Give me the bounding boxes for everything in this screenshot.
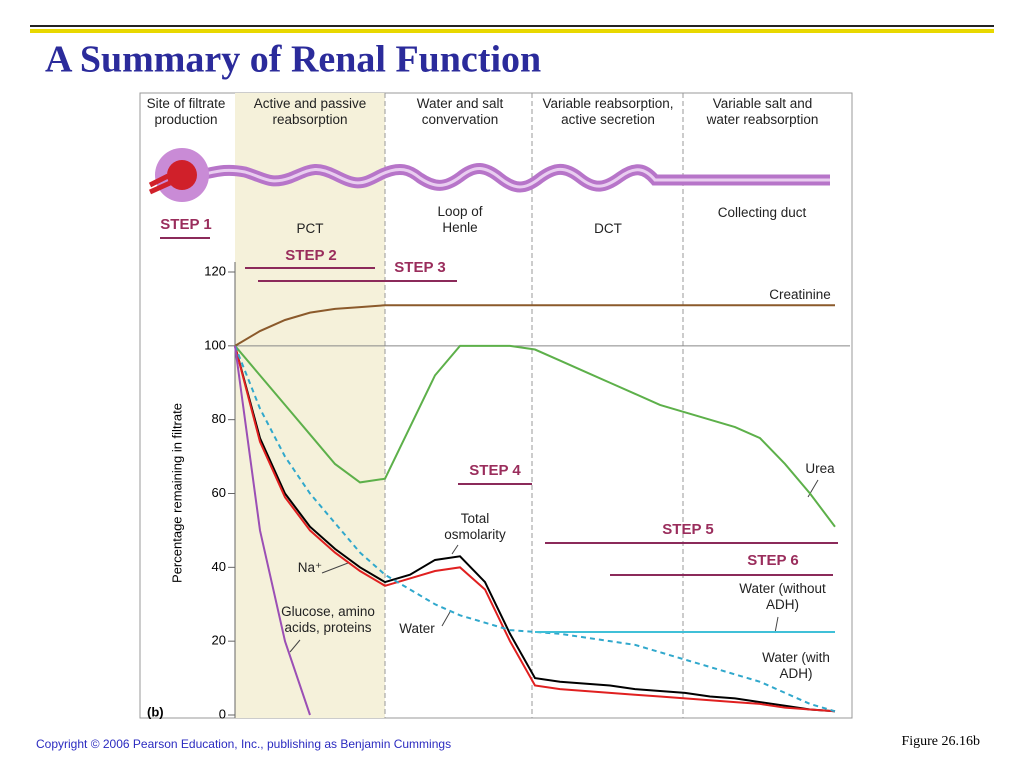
step-label: STEP 6 bbox=[747, 552, 798, 569]
series-label: Na⁺ bbox=[297, 560, 323, 575]
annotation: Water (with ADH) bbox=[762, 650, 830, 681]
step-label: STEP 5 bbox=[662, 521, 713, 538]
series-line bbox=[234, 345, 836, 713]
structure-label: PCT bbox=[296, 221, 324, 236]
structure-label: Collecting duct bbox=[717, 205, 807, 220]
region-header: Site of filtrate production bbox=[146, 96, 226, 127]
glomerulus bbox=[167, 160, 197, 190]
series-label: Urea bbox=[805, 461, 835, 476]
region-header: Water and salt convervation bbox=[416, 96, 504, 127]
step-label: STEP 2 bbox=[285, 247, 336, 264]
structure-label: Loop of Henle bbox=[437, 204, 483, 235]
figure-label: Figure 26.16b bbox=[901, 734, 980, 749]
steps: STEP 1 STEP 2 STEP 3 STEP 4 STEP 5 STEP … bbox=[160, 216, 798, 569]
y-tick-label: 100 bbox=[204, 337, 226, 352]
series-line bbox=[234, 344, 836, 528]
title: A Summary of Renal Function bbox=[45, 39, 541, 81]
region-header: Variable salt and water reabsorption bbox=[706, 96, 819, 127]
panel-label: (b) bbox=[147, 704, 164, 719]
y-tick-label: 20 bbox=[212, 633, 226, 648]
copyright: Copyright © 2006 Pearson Education, Inc.… bbox=[36, 737, 451, 751]
series-label: Water bbox=[399, 621, 435, 636]
region-header: Variable reabsorption, active secretion bbox=[542, 96, 674, 127]
region-band bbox=[235, 93, 385, 718]
step-label: STEP 1 bbox=[160, 216, 211, 233]
region-dividers bbox=[384, 93, 684, 718]
series-label: Glucose, amino acids, proteins bbox=[281, 604, 375, 635]
series-label: Water (without ADH) bbox=[739, 581, 826, 612]
step-label: STEP 3 bbox=[394, 259, 445, 276]
y-tick-label: 60 bbox=[212, 485, 226, 500]
series-label: Creatinine bbox=[769, 287, 831, 302]
step-lines bbox=[160, 237, 838, 576]
step-label: STEP 4 bbox=[469, 462, 521, 479]
y-tick-label: 40 bbox=[212, 559, 226, 574]
nephron-highlight bbox=[199, 167, 830, 189]
y-tick-label: 0 bbox=[219, 706, 226, 721]
frame bbox=[139, 92, 853, 719]
series-line bbox=[234, 304, 835, 347]
y-tick-label: 120 bbox=[204, 263, 226, 278]
series-label: Total osmolarity bbox=[444, 511, 506, 542]
y-axis-label: Percentage remaining in filtrate bbox=[169, 403, 184, 583]
y-tick-label: 80 bbox=[212, 411, 226, 426]
series-line bbox=[234, 345, 836, 713]
region-header: Active and passive reabsorption bbox=[253, 96, 367, 127]
arterioles bbox=[148, 173, 172, 195]
series-line bbox=[234, 345, 311, 716]
structure-label: DCT bbox=[594, 221, 622, 236]
